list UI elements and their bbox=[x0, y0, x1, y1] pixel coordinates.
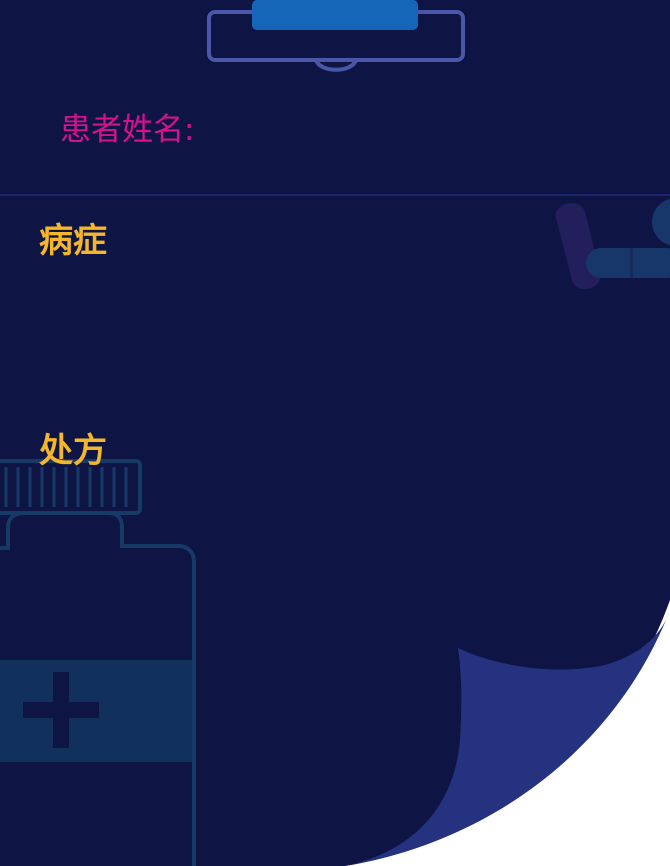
clipboard-clip-icon bbox=[207, 0, 465, 72]
pill-icon bbox=[555, 198, 670, 290]
patient-name-label: 患者姓名: bbox=[60, 112, 195, 148]
symptoms-title: 病症 bbox=[39, 221, 107, 261]
page-curl bbox=[345, 610, 670, 866]
medicine-bottle-icon bbox=[0, 459, 196, 866]
prescription-title: 处方 bbox=[39, 431, 107, 471]
